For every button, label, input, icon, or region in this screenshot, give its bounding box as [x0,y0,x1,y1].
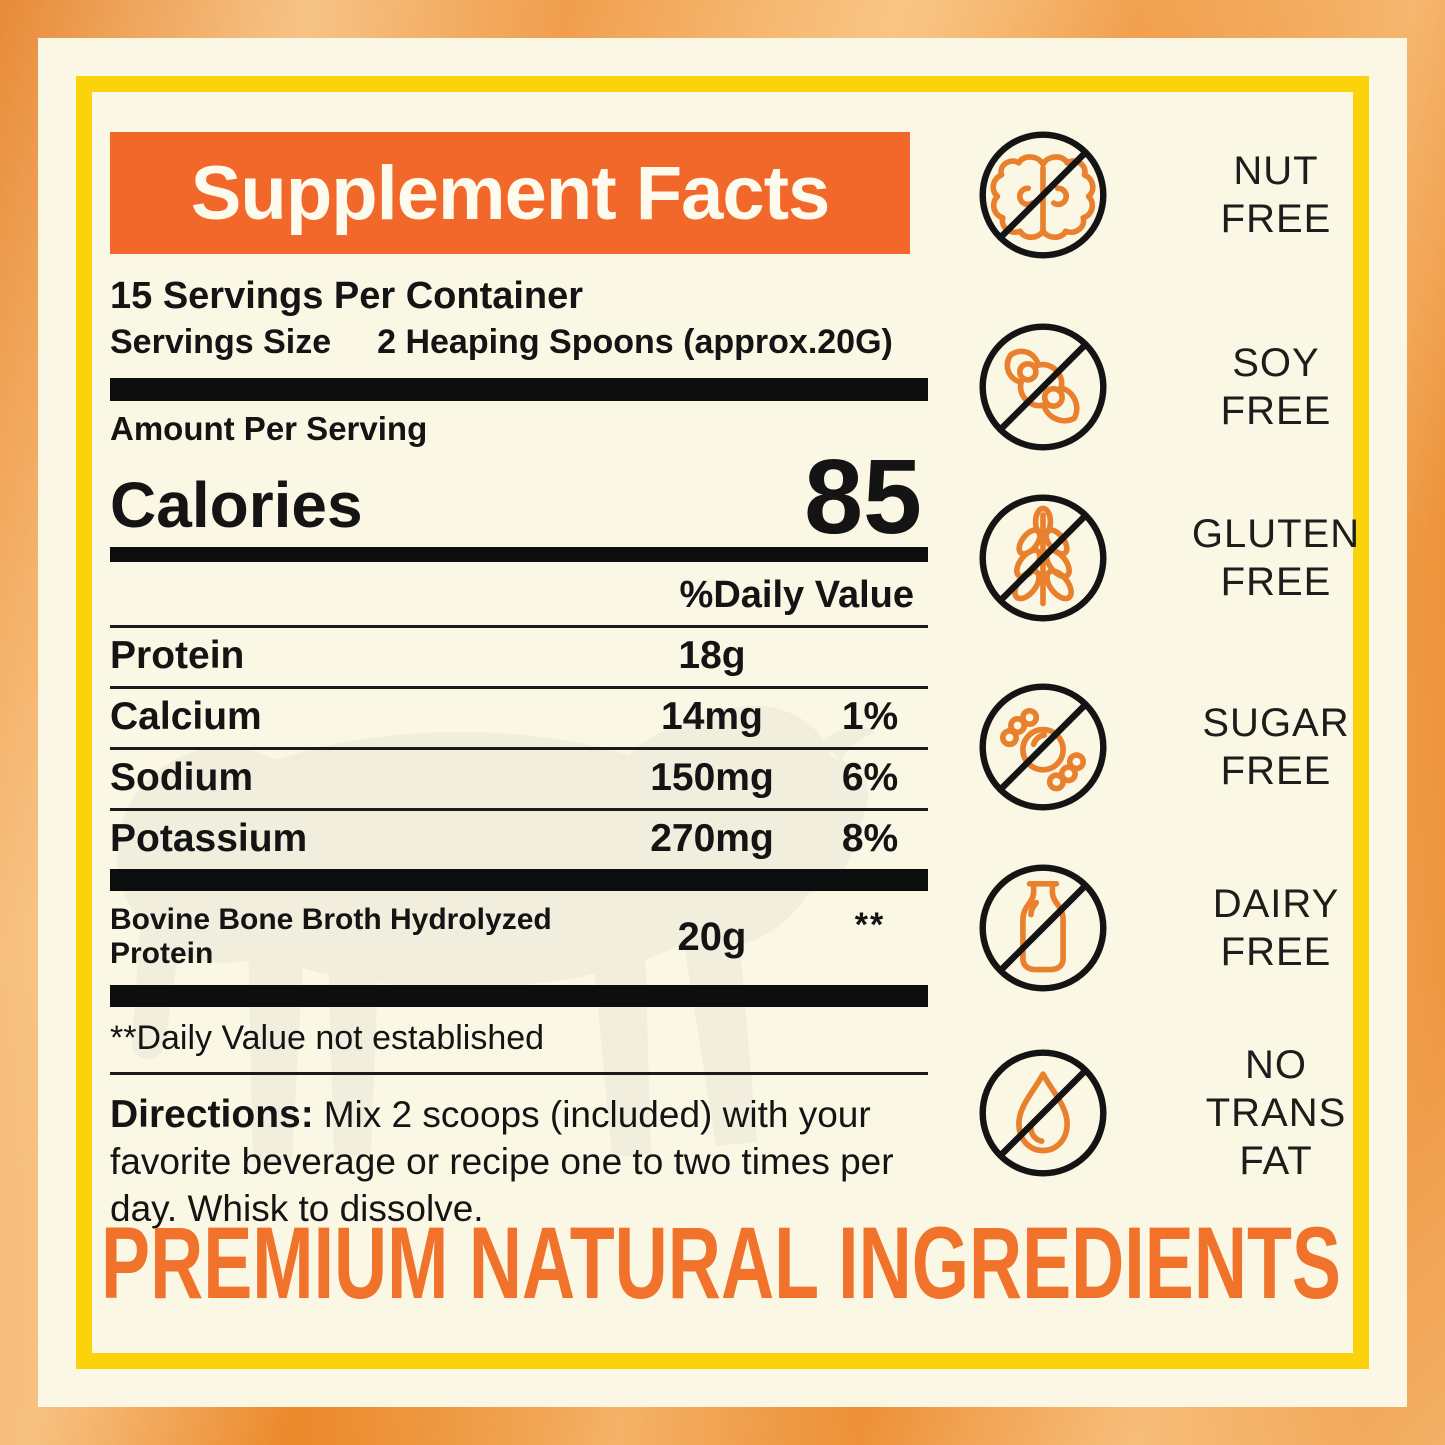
nutrient-name: Protein [110,634,245,677]
nutrient-name: Sodium [110,756,253,799]
badge-nut-free: NUT FREE [976,128,1396,262]
serving-size-line: Servings Size 2 Heaping Spoons (approx.20… [110,322,928,362]
nutrient-daily-value: 8% [841,817,899,860]
badge-label: DAIRY FREE [1212,882,1340,974]
supplement-facts-panel: Supplement Facts 15 Servings Per Contain… [110,132,928,1232]
badge-dairy-free: DAIRY FREE [976,861,1396,995]
supplement-facts-title-box: Supplement Facts [110,132,910,254]
footer-headline: PREMIUM NATURAL INGREDIENTS [101,1212,1341,1318]
nutrient-row: Calcium 14mg 1% [110,686,928,747]
nutrient-amount: 14mg [661,695,763,738]
badge-gluten-free: GLUTEN FREE [976,491,1396,625]
daily-value-footnote: **Daily Value not established [110,1019,545,1057]
no-sugar-icon [979,683,1107,811]
daily-value-header: %Daily Value [679,574,914,616]
amount-per-serving-label: Amount Per Serving [110,410,428,447]
bovine-protein-row: Bovine Bone Broth Hydrolyzed Protein 20g… [110,891,928,985]
nutrient-row: Sodium 150mg 6% [110,747,928,808]
badge-label: SOY FREE [1220,341,1332,433]
nutrient-name: Calcium [110,695,262,738]
yellow-border-frame [76,76,1369,1369]
badge-sugar-free: SUGAR FREE [976,680,1396,814]
badge-label: NUT FREE [1220,149,1332,241]
servings-per-container: 15 Servings Per Container [110,275,584,317]
badge-no-trans-fat: NO TRANS FAT [976,1043,1396,1183]
nutrient-amount: 18g [678,634,746,677]
nutrient-row: Protein 18g [110,625,928,686]
nutrient-daily-value: 6% [841,756,899,799]
serving-size-label: Servings Size [110,323,332,361]
divider-rule-thin [110,1072,928,1075]
nutrient-daily-value: ** [854,905,886,944]
calories-value: 85 [804,438,922,556]
calories-label: Calories [110,469,363,541]
nutrient-name: Potassium [110,817,308,860]
footer-headline-text: PREMIUM NATURAL INGREDIENTS [101,1212,1341,1318]
serving-size-value: 2 Heaping Spoons (approx.20G) [377,323,893,361]
no-gluten-icon [979,494,1107,622]
divider-bar-thick [110,378,928,401]
badge-soy-free: SOY FREE [976,320,1396,454]
no-trans-fat-icon [979,1049,1107,1177]
directions-paragraph: Directions: Mix 2 scoops (included) with … [110,1091,928,1232]
divider-bar-thick [110,869,928,891]
nutrient-amount: 270mg [650,817,774,860]
supplement-facts-title: Supplement Facts [190,150,831,236]
divider-bar-medium [110,547,928,562]
badge-label: NO TRANS FAT [1205,1043,1347,1183]
badge-label: SUGAR FREE [1202,701,1350,793]
nutrient-daily-value: 1% [841,695,899,738]
divider-bar-thick [110,985,928,1007]
nutrient-amount: 20g [677,914,747,959]
nutrient-name: Bovine Bone Broth Hydrolyzed Protein [110,903,552,970]
no-nut-icon [979,131,1107,259]
directions-text: Mix 2 scoops (included) with your favori… [110,1094,894,1229]
nutrient-amount: 150mg [650,756,774,799]
nutrient-row: Potassium 270mg 8% [110,808,928,869]
badge-label: GLUTEN FREE [1191,512,1361,604]
calories-row: Calories 85 [110,438,928,556]
no-dairy-icon [979,864,1107,992]
directions-label: Directions: [110,1093,314,1136]
no-soy-icon [979,323,1107,451]
